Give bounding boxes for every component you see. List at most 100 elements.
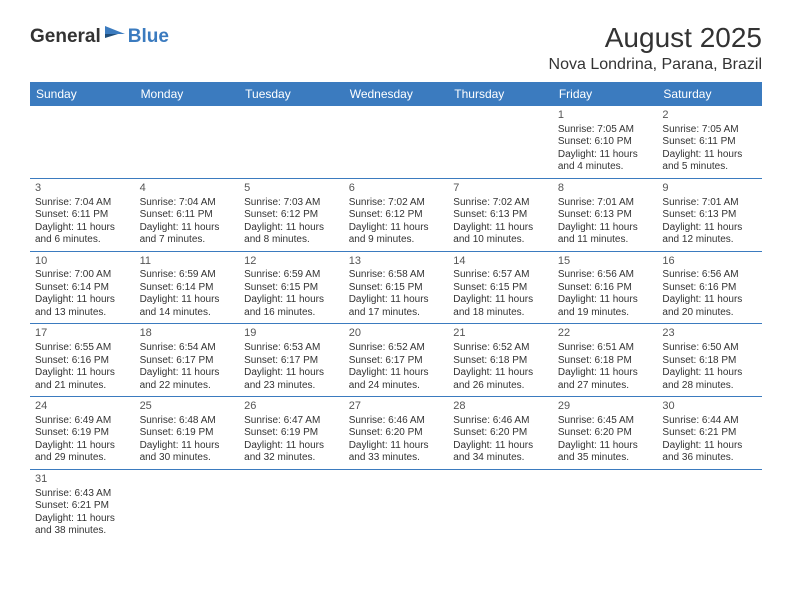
sunset-text: Sunset: 6:21 PM	[35, 500, 130, 513]
sunset-text: Sunset: 6:18 PM	[558, 355, 653, 368]
calendar-cell: 4Sunrise: 7:04 AMSunset: 6:11 PMDaylight…	[135, 179, 240, 252]
sunrise-text: Sunrise: 6:54 AM	[140, 342, 235, 355]
sunset-text: Sunset: 6:21 PM	[662, 427, 757, 440]
calendar-row: 10Sunrise: 7:00 AMSunset: 6:14 PMDayligh…	[30, 252, 762, 325]
logo-flag-icon	[105, 24, 127, 45]
daylight-text: Daylight: 11 hours	[349, 222, 444, 235]
day-number: 20	[349, 327, 444, 341]
day-number: 26	[244, 400, 339, 414]
sunset-text: Sunset: 6:11 PM	[140, 209, 235, 222]
daylight-text: Daylight: 11 hours	[35, 294, 130, 307]
daylight-text: and 21 minutes.	[35, 380, 130, 393]
sunset-text: Sunset: 6:15 PM	[349, 282, 444, 295]
logo: General Blue	[30, 26, 169, 48]
day-header-tuesday: Tuesday	[239, 82, 344, 106]
calendar-row: 31Sunrise: 6:43 AMSunset: 6:21 PMDayligh…	[30, 470, 762, 542]
daylight-text: Daylight: 11 hours	[453, 222, 548, 235]
sunrise-text: Sunrise: 6:56 AM	[558, 269, 653, 282]
calendar-cell: 29Sunrise: 6:45 AMSunset: 6:20 PMDayligh…	[553, 397, 658, 470]
sunset-text: Sunset: 6:15 PM	[244, 282, 339, 295]
day-header-wednesday: Wednesday	[344, 82, 449, 106]
day-header-sunday: Sunday	[30, 82, 135, 106]
daylight-text: Daylight: 11 hours	[662, 294, 757, 307]
day-number: 4	[140, 182, 235, 196]
calendar-cell: 12Sunrise: 6:59 AMSunset: 6:15 PMDayligh…	[239, 252, 344, 325]
daylight-text: and 5 minutes.	[662, 161, 757, 174]
sunrise-text: Sunrise: 7:05 AM	[662, 124, 757, 137]
daylight-text: and 18 minutes.	[453, 307, 548, 320]
calendar-cell: 31Sunrise: 6:43 AMSunset: 6:21 PMDayligh…	[30, 470, 135, 542]
sunset-text: Sunset: 6:20 PM	[453, 427, 548, 440]
sunset-text: Sunset: 6:19 PM	[35, 427, 130, 440]
calendar-cell: 10Sunrise: 7:00 AMSunset: 6:14 PMDayligh…	[30, 252, 135, 325]
day-number: 14	[453, 255, 548, 269]
calendar-cell: 18Sunrise: 6:54 AMSunset: 6:17 PMDayligh…	[135, 324, 240, 397]
sunrise-text: Sunrise: 7:02 AM	[349, 197, 444, 210]
day-number: 10	[35, 255, 130, 269]
day-header-friday: Friday	[553, 82, 658, 106]
daylight-text: Daylight: 11 hours	[35, 440, 130, 453]
calendar-cell: 19Sunrise: 6:53 AMSunset: 6:17 PMDayligh…	[239, 324, 344, 397]
daylight-text: and 22 minutes.	[140, 380, 235, 393]
day-number: 7	[453, 182, 548, 196]
daylight-text: Daylight: 11 hours	[244, 222, 339, 235]
sunrise-text: Sunrise: 7:02 AM	[453, 197, 548, 210]
day-header-monday: Monday	[135, 82, 240, 106]
sunset-text: Sunset: 6:19 PM	[140, 427, 235, 440]
sunset-text: Sunset: 6:13 PM	[453, 209, 548, 222]
sunrise-text: Sunrise: 6:46 AM	[349, 415, 444, 428]
sunset-text: Sunset: 6:14 PM	[35, 282, 130, 295]
sunrise-text: Sunrise: 6:53 AM	[244, 342, 339, 355]
sunrise-text: Sunrise: 6:44 AM	[662, 415, 757, 428]
sunset-text: Sunset: 6:10 PM	[558, 136, 653, 149]
daylight-text: and 20 minutes.	[662, 307, 757, 320]
calendar-cell-empty	[239, 470, 344, 542]
day-number: 9	[662, 182, 757, 196]
daylight-text: Daylight: 11 hours	[453, 367, 548, 380]
daylight-text: and 17 minutes.	[349, 307, 444, 320]
sunset-text: Sunset: 6:20 PM	[349, 427, 444, 440]
daylight-text: and 23 minutes.	[244, 380, 339, 393]
calendar-row: 24Sunrise: 6:49 AMSunset: 6:19 PMDayligh…	[30, 397, 762, 470]
calendar-cell: 13Sunrise: 6:58 AMSunset: 6:15 PMDayligh…	[344, 252, 449, 325]
sunrise-text: Sunrise: 7:00 AM	[35, 269, 130, 282]
day-number: 12	[244, 255, 339, 269]
daylight-text: Daylight: 11 hours	[453, 440, 548, 453]
calendar-cell-empty	[448, 106, 553, 179]
sunrise-text: Sunrise: 6:55 AM	[35, 342, 130, 355]
calendar-cell-empty	[448, 470, 553, 542]
calendar-cell: 6Sunrise: 7:02 AMSunset: 6:12 PMDaylight…	[344, 179, 449, 252]
day-number: 23	[662, 327, 757, 341]
calendar-cell: 25Sunrise: 6:48 AMSunset: 6:19 PMDayligh…	[135, 397, 240, 470]
sunrise-text: Sunrise: 6:59 AM	[140, 269, 235, 282]
sunset-text: Sunset: 6:17 PM	[244, 355, 339, 368]
sunset-text: Sunset: 6:17 PM	[349, 355, 444, 368]
sunrise-text: Sunrise: 6:52 AM	[349, 342, 444, 355]
daylight-text: Daylight: 11 hours	[349, 367, 444, 380]
day-number: 25	[140, 400, 235, 414]
calendar-cell: 27Sunrise: 6:46 AMSunset: 6:20 PMDayligh…	[344, 397, 449, 470]
day-number: 19	[244, 327, 339, 341]
day-number: 8	[558, 182, 653, 196]
calendar-cell-empty	[239, 106, 344, 179]
calendar-cell: 26Sunrise: 6:47 AMSunset: 6:19 PMDayligh…	[239, 397, 344, 470]
daylight-text: and 11 minutes.	[558, 234, 653, 247]
sunrise-text: Sunrise: 6:43 AM	[35, 488, 130, 501]
sunset-text: Sunset: 6:11 PM	[662, 136, 757, 149]
calendar-row: 1Sunrise: 7:05 AMSunset: 6:10 PMDaylight…	[30, 106, 762, 179]
calendar-cell: 9Sunrise: 7:01 AMSunset: 6:13 PMDaylight…	[657, 179, 762, 252]
daylight-text: Daylight: 11 hours	[244, 440, 339, 453]
day-number: 6	[349, 182, 444, 196]
sunrise-text: Sunrise: 7:01 AM	[662, 197, 757, 210]
daylight-text: and 26 minutes.	[453, 380, 548, 393]
calendar-cell-empty	[344, 106, 449, 179]
header: General Blue August 2025 Nova Londrina, …	[0, 0, 792, 82]
calendar-row: 3Sunrise: 7:04 AMSunset: 6:11 PMDaylight…	[30, 179, 762, 252]
day-number: 1	[558, 109, 653, 123]
sunrise-text: Sunrise: 6:45 AM	[558, 415, 653, 428]
sunrise-text: Sunrise: 6:59 AM	[244, 269, 339, 282]
calendar-cell-empty	[553, 470, 658, 542]
calendar-cell: 21Sunrise: 6:52 AMSunset: 6:18 PMDayligh…	[448, 324, 553, 397]
sunset-text: Sunset: 6:16 PM	[558, 282, 653, 295]
daylight-text: and 12 minutes.	[662, 234, 757, 247]
